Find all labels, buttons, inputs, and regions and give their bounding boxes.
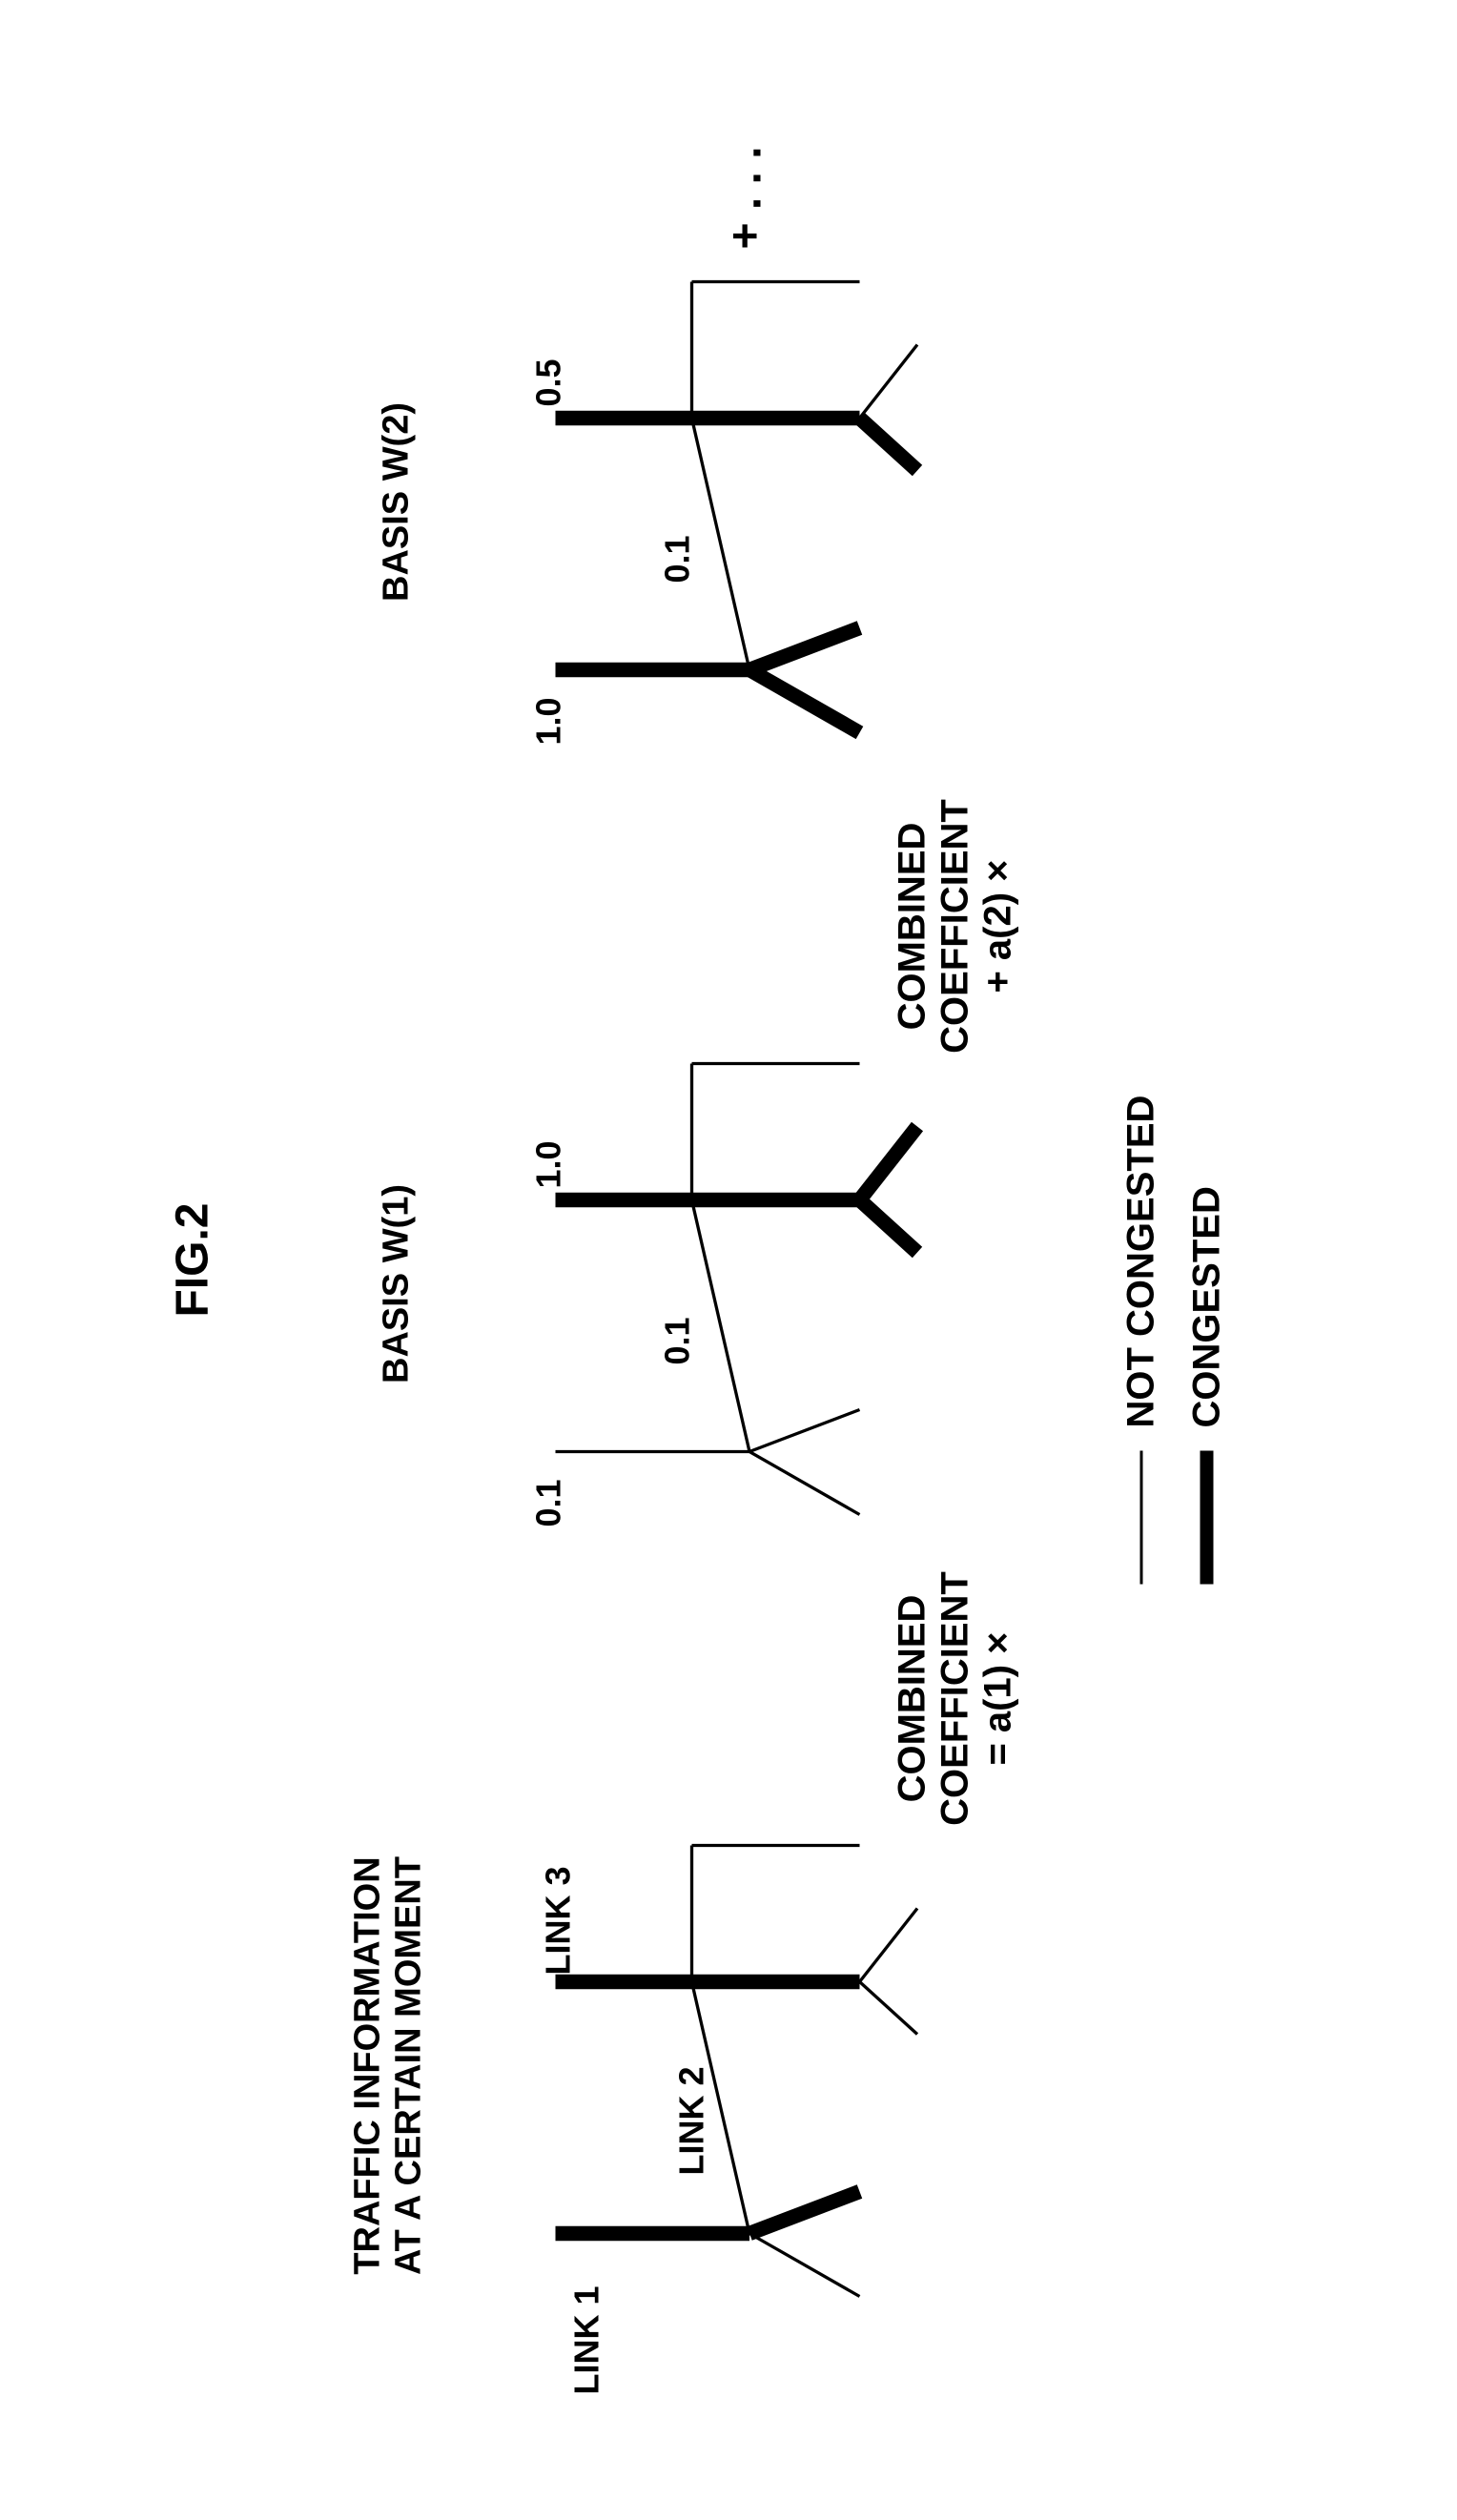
label-w1-diag: 0.1 — [657, 1317, 697, 1364]
label-w2-left: 1.0 — [528, 697, 568, 745]
legend-row-thin: NOT CONGESTED — [1119, 1096, 1162, 1585]
label-w1-right: 1.0 — [528, 1140, 568, 1188]
label-w2-diag: 0.1 — [657, 535, 697, 583]
panel-title-0: TRAFFIC INFORMATION AT A CERTAIN MOMENT — [347, 1804, 429, 2328]
label-w1-left: 0.1 — [528, 1479, 568, 1526]
panel-svg-2 — [471, 240, 995, 765]
legend-label-thick: CONGESTED — [1185, 1186, 1228, 1427]
label-link3: LINK 3 — [538, 1866, 578, 1975]
panel-title-2: BASIS W(2) — [376, 240, 417, 765]
legend-swatch-thin — [1139, 1451, 1142, 1585]
panel-title-1: BASIS W(1) — [376, 1022, 417, 1547]
legend-row-thick: CONGESTED — [1185, 1096, 1228, 1585]
legend: NOT CONGESTED CONGESTED — [1119, 1096, 1251, 1585]
figure-title: FIG.2 — [166, 1202, 218, 1317]
operator-0: COMBINED COEFFICIENT = a(1) × — [891, 1499, 1019, 1899]
ellipsis: + . . . — [719, 146, 771, 249]
panel-basis-w2: BASIS W(2) 1.0 0.5 0.1 — [471, 240, 995, 765]
legend-swatch-thick — [1200, 1451, 1214, 1585]
operator-1: COMBINED COEFFICIENT + a(2) × — [891, 727, 1019, 1127]
label-w2-right: 0.5 — [528, 359, 568, 406]
rotated-canvas: FIG.2 TRAFFIC INFORMATION AT A CERTAIN M… — [0, 532, 1457, 1989]
figure-inner: FIG.2 TRAFFIC INFORMATION AT A CERTAIN M… — [109, 116, 1348, 2405]
legend-label-thin: NOT CONGESTED — [1119, 1096, 1162, 1428]
label-link1: LINK 1 — [566, 2285, 606, 2394]
label-link2: LINK 2 — [671, 2066, 711, 2175]
